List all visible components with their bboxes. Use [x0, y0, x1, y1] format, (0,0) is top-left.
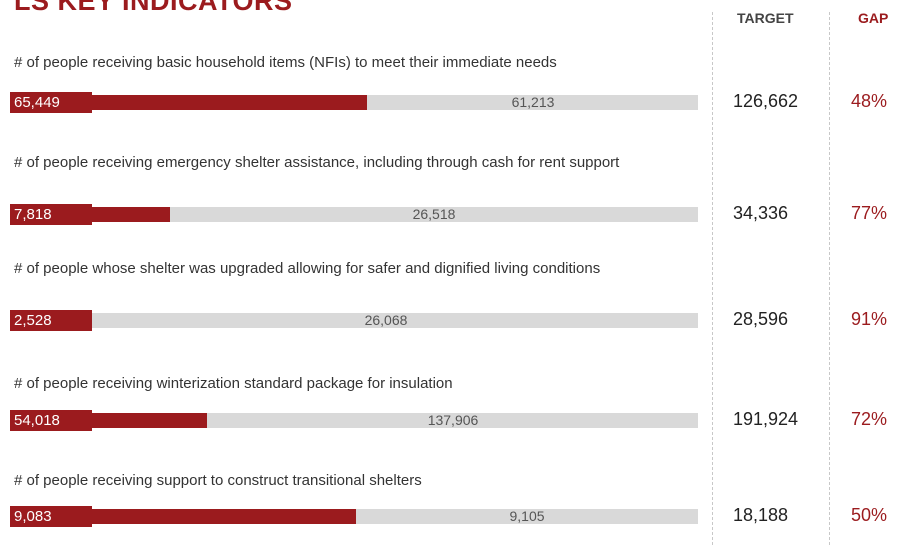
gap-percentage: 91%: [851, 309, 888, 329]
indicator-bar-track: 26,518: [14, 206, 698, 222]
indicator-label: # of people receiving support to constru…: [14, 472, 422, 489]
indicator-bar-track: 26,068: [14, 312, 698, 328]
gap-percentage: 72%: [851, 409, 888, 429]
gap-bar-label: 9,105: [509, 508, 545, 524]
target-column-header: TARGET: [737, 10, 794, 26]
gap-percentage: 50%: [851, 505, 888, 525]
indicator-label: # of people receiving winterization stan…: [14, 375, 453, 392]
gap-bar-label: 137,906: [427, 412, 479, 428]
column-divider: [712, 12, 713, 545]
target-value: 126,662: [733, 91, 799, 111]
reached-bar: [14, 509, 356, 524]
gap-bar-label: 61,213: [511, 94, 555, 110]
reached-value-label: 7,818: [10, 204, 92, 225]
target-value: 28,596: [733, 309, 789, 329]
indicator-label: # of people receiving emergency shelter …: [14, 154, 620, 171]
gap-percentage: 77%: [851, 203, 888, 223]
gap-column-header: GAP: [858, 10, 889, 26]
reached-bar: [14, 95, 367, 110]
reached-value-label: 65,449: [10, 92, 92, 113]
gap-bar-label: 26,518: [412, 206, 456, 222]
indicator-bar-track: 9,105: [14, 508, 698, 524]
gap-percentage: 48%: [851, 91, 888, 111]
target-value: 191,924: [733, 409, 799, 429]
page-title: LS KEY INDICATORS: [14, 0, 293, 16]
indicator-label: # of people receiving basic household it…: [14, 54, 557, 71]
indicator-bar-track: 61,213: [14, 94, 698, 110]
column-divider: [829, 12, 830, 545]
target-value: 34,336: [733, 203, 789, 223]
gap-bar-label: 26,068: [364, 312, 408, 328]
reached-value-label: 9,083: [10, 506, 92, 527]
reached-value-label: 54,018: [10, 410, 92, 431]
target-value: 18,188: [733, 505, 789, 525]
indicator-label: # of people whose shelter was upgraded a…: [14, 260, 601, 277]
indicator-bar-track: 137,906: [14, 412, 698, 428]
reached-value-label: 2,528: [10, 310, 92, 331]
